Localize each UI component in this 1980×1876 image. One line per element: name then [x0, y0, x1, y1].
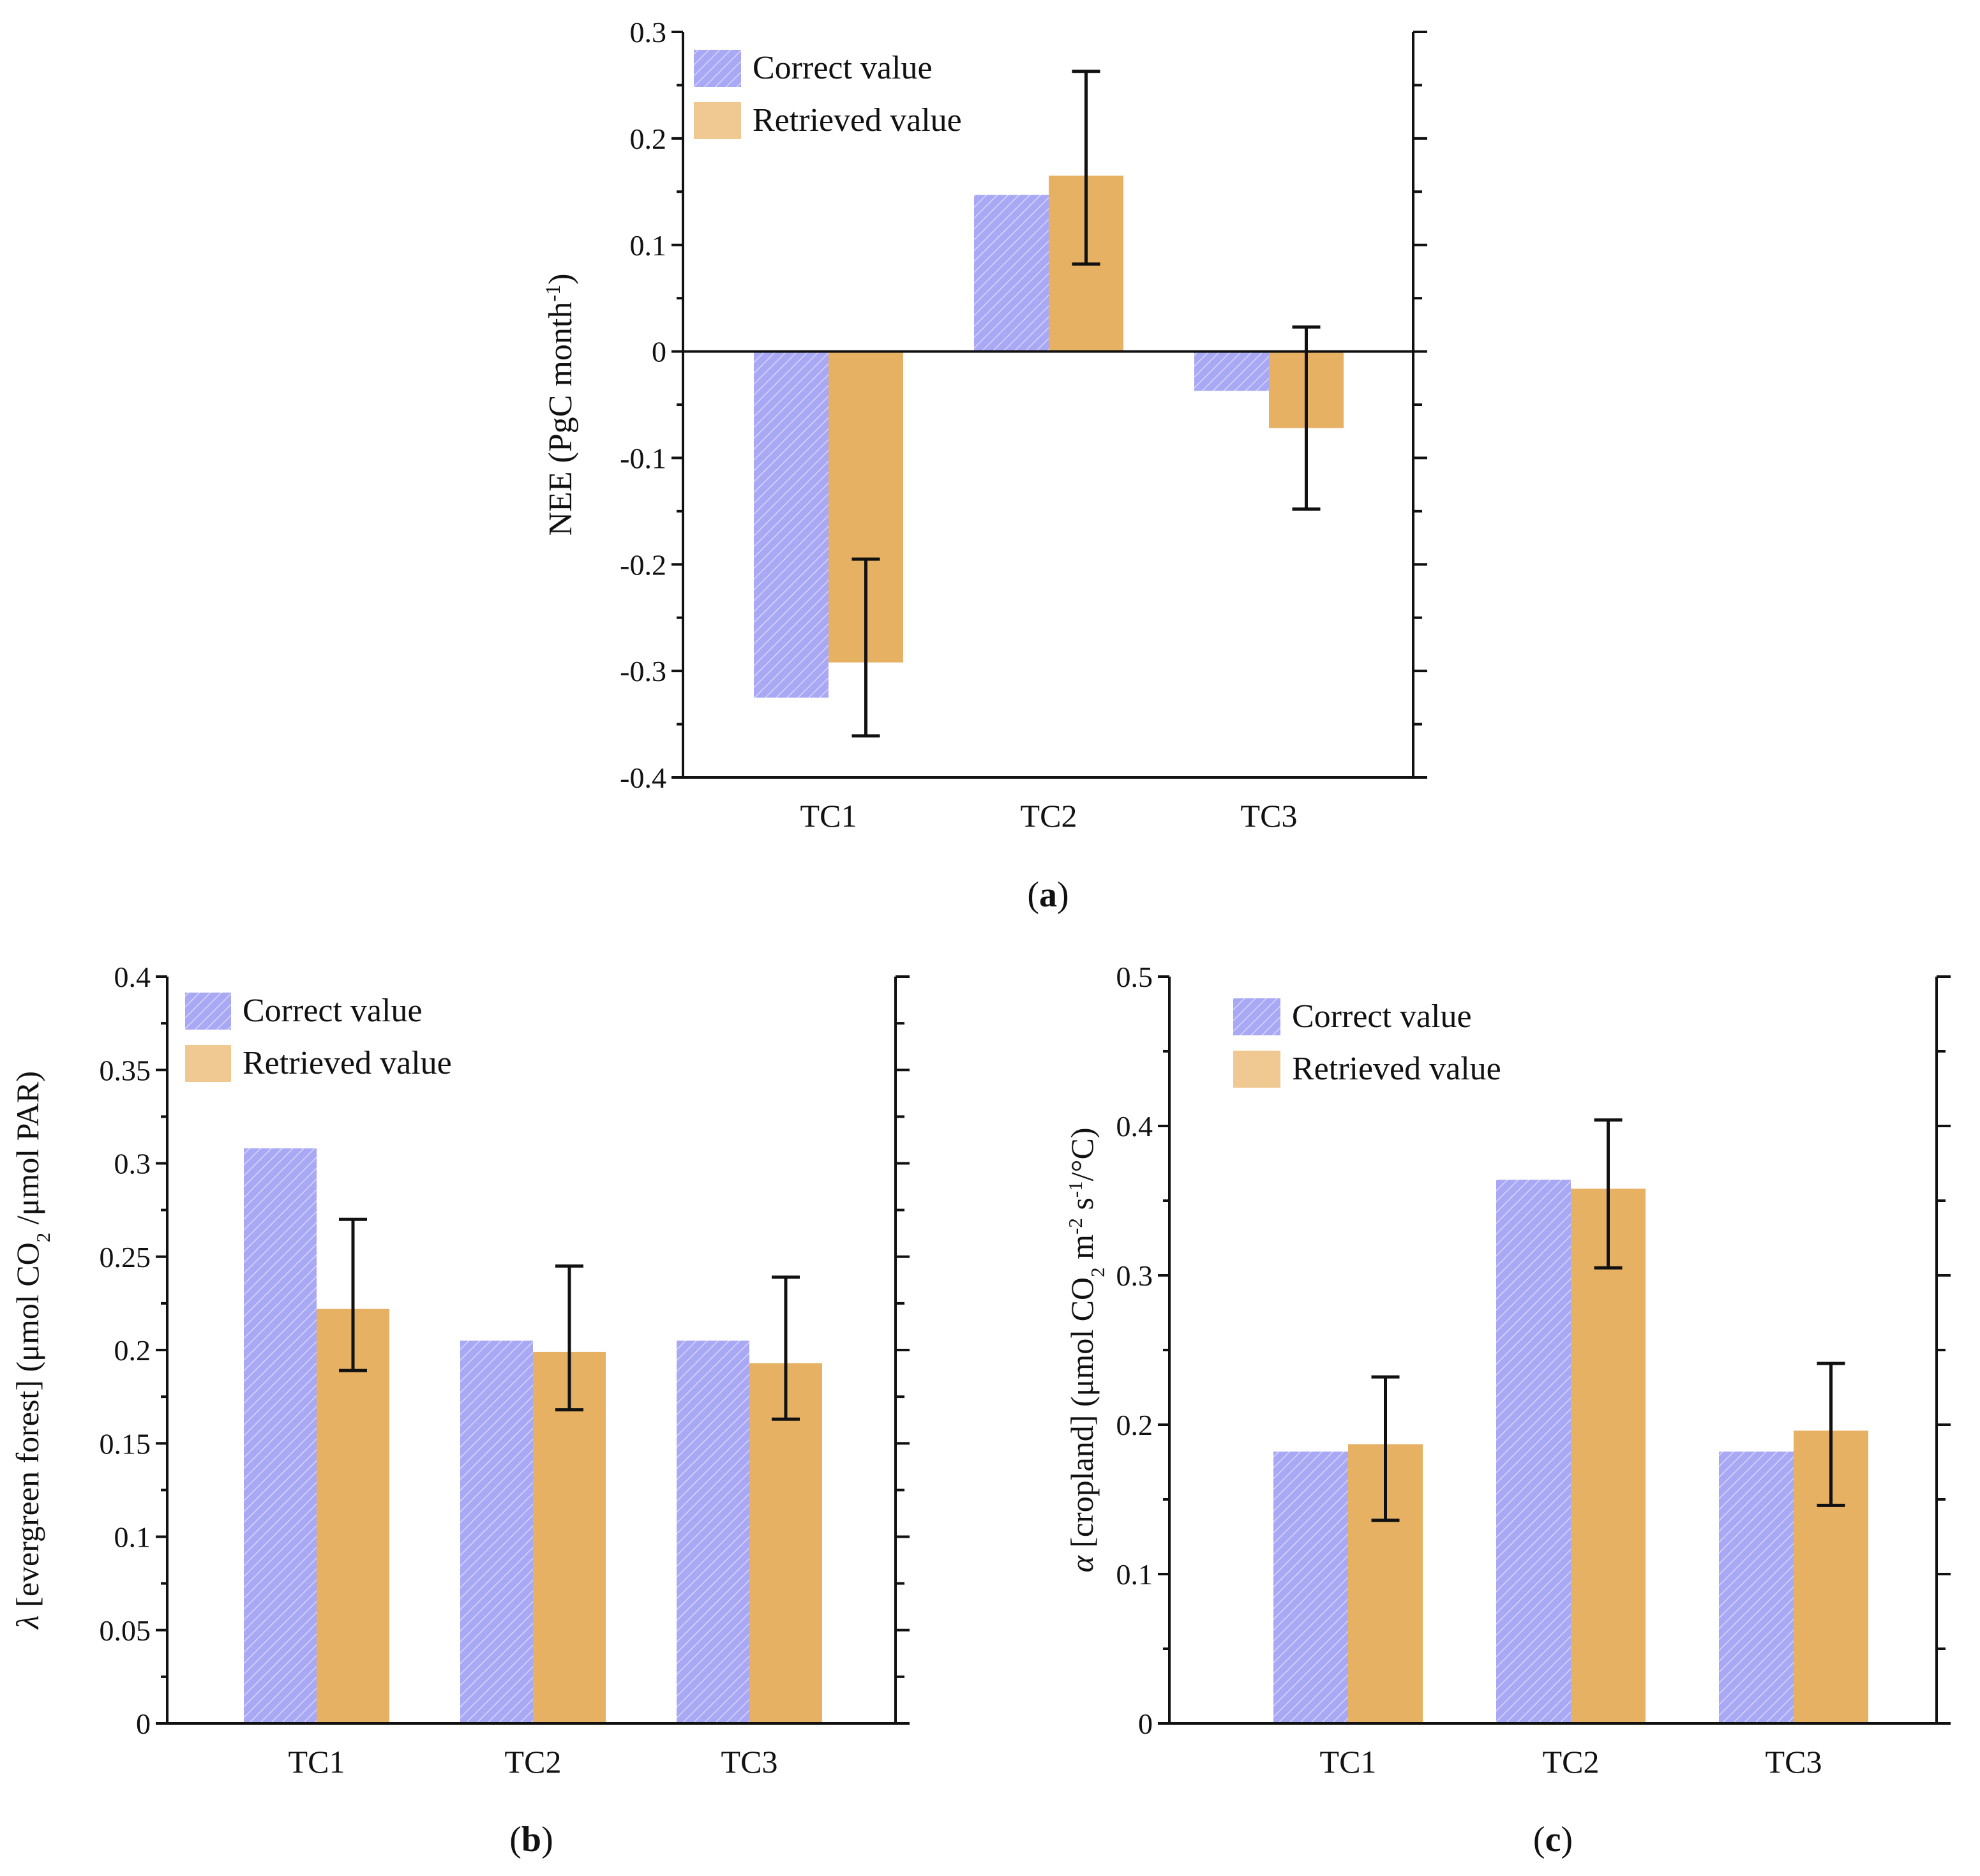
y-tick-label: 0.1 — [1116, 1558, 1153, 1591]
legend-label-retrieved: Retrieved value — [243, 1045, 452, 1081]
x-tick-label-tc3: TC3 — [721, 1744, 778, 1780]
legend-swatch-retrieved — [1233, 1051, 1280, 1088]
y-axis-label: NEE (PgC month-1) — [541, 273, 579, 536]
error-bar-tc1 — [339, 1217, 367, 1372]
y-tick-label: 0.35 — [100, 1054, 151, 1086]
error-bar-tc3 — [1817, 1362, 1845, 1507]
y-tick-label: 0.3 — [1116, 1259, 1153, 1292]
legend-label-correct: Correct value — [243, 993, 423, 1029]
x-tick-label-tc1: TC1 — [1320, 1744, 1377, 1780]
error-bar-tc3 — [772, 1275, 800, 1421]
y-tick-label: 0.2 — [630, 123, 667, 155]
panel-label-c: (c) — [1533, 1820, 1573, 1859]
x-tick-label-tc2: TC2 — [505, 1744, 562, 1780]
y-tick-label: 0.4 — [114, 961, 151, 993]
legend-label-retrieved: Retrieved value — [1292, 1051, 1501, 1087]
bar-correct-tc2 — [460, 1340, 533, 1723]
legend-swatch-correct — [1233, 998, 1280, 1035]
y-tick-label: 0.2 — [114, 1334, 151, 1367]
bar-retrieved-tc2 — [533, 1351, 606, 1723]
bar-correct-tc1 — [244, 1148, 317, 1723]
x-tick-label-tc1: TC1 — [800, 798, 857, 834]
legend-swatch-retrieved — [185, 1045, 231, 1082]
x-tick-label-tc2: TC2 — [1543, 1744, 1600, 1780]
y-tick-label: 0.1 — [630, 229, 667, 262]
y-tick-label: -0.4 — [620, 762, 666, 794]
y-tick-label: -0.1 — [620, 442, 666, 475]
legend-label-retrieved: Retrieved value — [753, 102, 962, 139]
y-tick-label: 0.15 — [100, 1427, 151, 1460]
y-axis-label: λ [evergreen forest] (μmol CO2 /μmol PAR… — [10, 1071, 54, 1630]
error-bar-tc2 — [555, 1264, 583, 1412]
bar-retrieved-tc3 — [749, 1363, 822, 1723]
chart-c-alpha: 0 0.1 0.2 0.3 0.4 0.5 TC1 TC2 TC3 Correct value Re… — [1064, 961, 1951, 1859]
y-tick-label: 0 — [652, 336, 666, 368]
bar-retrieved-tc1 — [317, 1309, 389, 1723]
y-tick-label: 0.4 — [1116, 1110, 1153, 1143]
y-tick-label: 0.2 — [1116, 1409, 1153, 1441]
panel-label-a: (a) — [1027, 875, 1069, 915]
legend: Correct value Retrieved value — [185, 993, 452, 1082]
chart-a-nee: -0.4 -0.3 -0.2 -0.1 0 0.1 0.2 0.3 TC1 TC2 TC3 Corre… — [541, 16, 1427, 915]
error-bar-tc1 — [851, 557, 880, 738]
bar-correct-tc3 — [1719, 1452, 1794, 1723]
error-bar-tc2 — [1594, 1118, 1623, 1270]
error-bar-tc3 — [1292, 325, 1321, 511]
bar-correct-tc3 — [1194, 351, 1269, 391]
chart-b-lambda: 0 0.05 0.1 0.15 0.2 0.25 0.3 0.35 0.4 TC1 TC2 TC3 Co… — [10, 961, 910, 1859]
y-tick-label: 0 — [1138, 1707, 1153, 1740]
legend-swatch-correct — [185, 993, 231, 1030]
x-tick-label-tc3: TC3 — [1766, 1744, 1822, 1780]
y-tick-label: 0 — [136, 1707, 151, 1740]
legend-label-correct: Correct value — [1292, 998, 1472, 1035]
error-bar-tc1 — [1371, 1375, 1400, 1522]
bar-correct-tc2 — [974, 195, 1049, 352]
bar-retrieved-tc2 — [1571, 1189, 1646, 1723]
y-axis-label: α [cropland] (μmol CO2 m-2 s-1/°C) — [1064, 1127, 1109, 1572]
legend-swatch-retrieved — [694, 102, 741, 139]
y-tick-label: -0.3 — [620, 655, 666, 687]
y-tick-label: 0.05 — [100, 1614, 151, 1647]
error-bar-tc2 — [1072, 70, 1100, 266]
legend-swatch-correct — [694, 50, 741, 87]
bar-correct-tc3 — [677, 1340, 749, 1723]
x-tick-label-tc1: TC1 — [289, 1744, 345, 1780]
y-tick-label: 0.25 — [100, 1241, 151, 1273]
bar-correct-tc1 — [754, 351, 829, 698]
legend: Correct value Retrieved value — [1233, 998, 1501, 1088]
bar-correct-tc1 — [1273, 1452, 1348, 1723]
y-tick-label: 0.5 — [1116, 961, 1153, 993]
y-tick-label: -0.2 — [620, 548, 666, 581]
panel-label-b: (b) — [509, 1820, 553, 1859]
x-tick-label-tc3: TC3 — [1241, 798, 1298, 834]
x-tick-label-tc2: TC2 — [1021, 798, 1077, 834]
y-tick-label: 0.3 — [630, 16, 667, 49]
bar-correct-tc2 — [1496, 1180, 1571, 1723]
legend: Correct value Retrieved value — [694, 50, 962, 139]
y-tick-label: 0.3 — [114, 1148, 151, 1180]
legend-label-correct: Correct value — [753, 50, 933, 86]
y-tick-label: 0.1 — [114, 1521, 151, 1554]
